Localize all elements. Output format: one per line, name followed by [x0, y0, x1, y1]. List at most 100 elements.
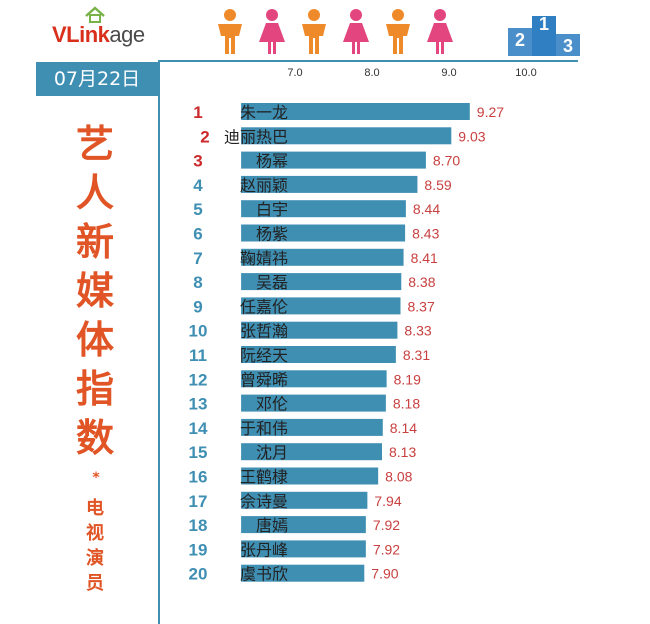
- name-label: 赵丽颖: [240, 176, 288, 195]
- data-label: 8.31: [403, 347, 430, 363]
- person-male-icon: [302, 9, 326, 54]
- bar: [241, 273, 402, 291]
- rank-label: 18: [189, 516, 208, 535]
- header-divider: [158, 60, 578, 62]
- x-tick-label: 7.0: [287, 67, 302, 79]
- bar: [241, 200, 406, 218]
- name-label: 于和伟: [240, 419, 288, 438]
- podium-label-2: 2: [515, 30, 525, 50]
- data-label: 9.03: [458, 128, 485, 144]
- data-label: 7.92: [373, 541, 400, 557]
- bar: [241, 103, 470, 120]
- rank-label: 6: [193, 225, 202, 244]
- name-label: 张丹峰: [240, 540, 288, 559]
- x-tick-label: 9.0: [441, 67, 456, 79]
- sidebar-divider: [158, 62, 160, 624]
- person-male-icon: [218, 9, 242, 54]
- rank-label: 11: [189, 346, 207, 365]
- x-tick-label: 8.0: [364, 67, 379, 79]
- name-label: 白宇: [256, 200, 288, 219]
- data-label: 8.19: [394, 371, 421, 387]
- name-label: 沈月: [256, 443, 288, 462]
- bar: [241, 127, 452, 145]
- name-label: 唐嫣: [256, 516, 288, 535]
- rank-label: 9: [193, 297, 202, 316]
- name-label: 迪丽热巴: [224, 127, 288, 146]
- person-female-icon: [343, 9, 369, 54]
- bar: [241, 248, 404, 266]
- name-label: 邓伦: [256, 395, 288, 414]
- data-label: 8.44: [413, 201, 440, 217]
- bar: [241, 321, 398, 339]
- data-label: 8.37: [407, 298, 434, 314]
- rank-label: 17: [189, 492, 208, 511]
- rank-label: 7: [193, 249, 202, 268]
- rank-label: 4: [193, 176, 203, 195]
- rank-label: 13: [189, 395, 208, 414]
- bar: [241, 175, 418, 193]
- name-label: 王鹤棣: [240, 468, 288, 487]
- bar: [241, 443, 383, 461]
- x-tick-label: 10.0: [515, 67, 536, 79]
- bar: [241, 297, 401, 315]
- bar: [241, 540, 366, 558]
- podium-label-1: 1: [539, 14, 549, 34]
- podium-icon: 2 1 3: [508, 14, 580, 56]
- person-female-icon: [259, 9, 285, 54]
- bar: [241, 394, 386, 412]
- data-label: 7.92: [373, 517, 400, 533]
- rank-label: 1: [193, 103, 202, 122]
- bar: [241, 467, 379, 485]
- bar: [241, 564, 365, 582]
- person-female-icon: [427, 9, 453, 54]
- rank-label: 15: [189, 443, 208, 462]
- rank-label: 12: [189, 370, 208, 389]
- data-label: 9.27: [477, 104, 504, 120]
- data-label: 8.08: [385, 469, 412, 485]
- chart-title: 艺人新媒体指数: [75, 122, 114, 460]
- data-label: 8.70: [433, 153, 460, 169]
- rank-label: 10: [189, 322, 208, 341]
- name-label: 张哲瀚: [240, 322, 288, 341]
- people-icons: [218, 9, 453, 54]
- bar: [241, 346, 396, 363]
- chart-subtitle: 电视演员: [86, 498, 104, 594]
- name-label: 吴磊: [256, 273, 288, 292]
- name-label: 杨紫: [256, 225, 288, 244]
- name-label: 任嘉伦: [240, 297, 288, 316]
- name-label: 虞书欣: [240, 565, 288, 584]
- data-label: 8.43: [412, 226, 439, 242]
- podium-label-3: 3: [563, 36, 573, 56]
- rank-label: 5: [193, 200, 202, 219]
- data-label: 8.33: [404, 323, 431, 339]
- data-label: 8.59: [424, 177, 451, 193]
- data-label: 7.94: [374, 493, 401, 509]
- data-label: 8.41: [411, 250, 438, 266]
- data-label: 8.14: [390, 420, 417, 436]
- name-label: 佘诗曼: [240, 492, 288, 511]
- rank-label: 14: [189, 419, 208, 438]
- person-male-icon: [386, 9, 410, 54]
- date-badge: 07月22日: [36, 62, 158, 96]
- rank-label: 16: [189, 468, 208, 487]
- title-star: *: [92, 470, 100, 486]
- name-label: 阮经天: [240, 346, 288, 365]
- rank-label: 20: [189, 565, 208, 584]
- name-label: 杨幂: [256, 152, 288, 171]
- data-label: 8.18: [393, 396, 420, 412]
- rank-label: 8: [193, 273, 202, 292]
- data-label: 8.13: [389, 444, 416, 460]
- bar: [241, 516, 366, 534]
- logo-text-suffix: age: [109, 22, 145, 47]
- data-label: 8.38: [408, 274, 435, 290]
- name-label: 朱一龙: [240, 103, 288, 122]
- data-label: 7.90: [371, 566, 398, 582]
- bar: [241, 418, 383, 436]
- bar: [241, 370, 387, 388]
- bar: [241, 224, 406, 242]
- bar: [241, 151, 426, 169]
- house-icon: [85, 6, 105, 23]
- rank-label: 2: [200, 127, 209, 146]
- rank-label: 19: [189, 540, 208, 559]
